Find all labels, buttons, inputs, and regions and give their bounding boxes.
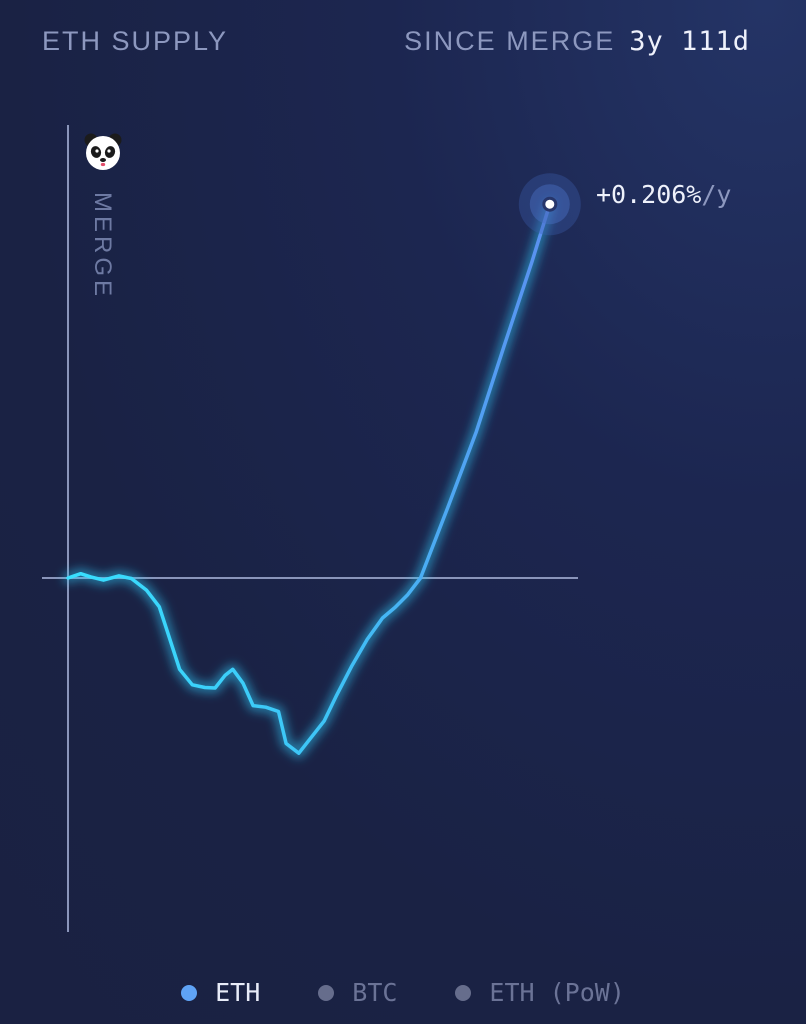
legend-label-btc: BTC bbox=[352, 978, 398, 1007]
current-rate-value: +0.206% bbox=[596, 180, 702, 209]
merge-label: MERGE bbox=[89, 192, 116, 301]
endpoint-marker bbox=[542, 196, 558, 212]
eth-series-glow bbox=[63, 199, 555, 759]
legend-dot-eth bbox=[181, 984, 198, 1001]
legend-label-eth: ETH bbox=[215, 978, 261, 1007]
legend-item-btc[interactable]: BTC bbox=[318, 978, 397, 1007]
since-merge-label: SINCE MERGE bbox=[404, 26, 616, 56]
since-merge-duration: 3y 111d bbox=[629, 26, 750, 57]
legend-item-eth-pow[interactable]: ETH (PoW) bbox=[455, 978, 625, 1007]
current-rate-label: +0.206%/y bbox=[596, 180, 731, 209]
since-merge-indicator: SINCE MERGE 3y 111d bbox=[404, 26, 750, 57]
legend-label-eth-pow: ETH (PoW) bbox=[489, 978, 625, 1007]
legend-item-eth[interactable]: ETH bbox=[181, 978, 260, 1007]
chart-title: ETH SUPPLY bbox=[42, 26, 229, 56]
chart-legend: ETH BTC ETH (PoW) bbox=[0, 978, 806, 1007]
legend-dot-eth-pow bbox=[455, 984, 472, 1001]
panda-face-icon bbox=[84, 133, 122, 170]
eth-series-line bbox=[66, 202, 552, 755]
legend-dot-btc bbox=[318, 984, 335, 1001]
current-rate-unit: /y bbox=[701, 180, 732, 209]
